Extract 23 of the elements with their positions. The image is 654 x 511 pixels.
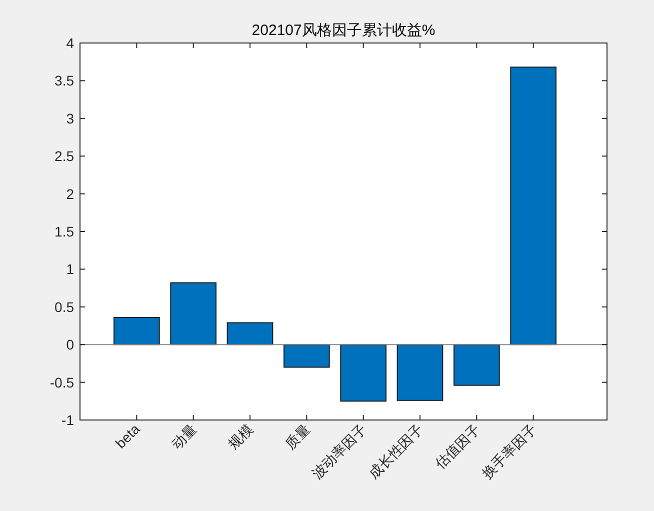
bar <box>114 316 160 346</box>
bar <box>454 344 500 386</box>
chart-title: 202107风格因子累计收益% <box>252 22 436 39</box>
x-tick-label: 规模 <box>225 420 256 452</box>
bar <box>284 344 330 368</box>
bar <box>510 66 556 346</box>
bar <box>170 282 216 346</box>
y-tick-label: -0.5 <box>50 374 74 390</box>
x-tick-label: beta <box>112 420 143 452</box>
y-tick-label: 0 <box>66 336 74 353</box>
y-tick-label: 1.5 <box>54 224 74 240</box>
bar <box>396 344 444 401</box>
bar <box>226 322 274 346</box>
y-tick-label: 3.5 <box>54 72 74 89</box>
bar <box>340 344 386 402</box>
y-tick-label: 3 <box>66 110 74 126</box>
y-tick-label: 2 <box>66 186 74 202</box>
y-tick-label: 4 <box>66 35 74 51</box>
y-tick-label: 2.5 <box>54 148 74 164</box>
y-tick-label: -1 <box>62 412 74 428</box>
y-tick-label: 0.5 <box>54 298 74 315</box>
y-tick-label: 1 <box>66 261 74 278</box>
x-tick-label: 动量 <box>168 420 200 452</box>
